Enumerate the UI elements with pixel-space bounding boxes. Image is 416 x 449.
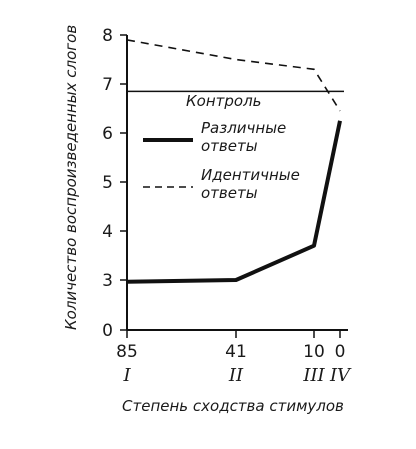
legend-solid-label-1: Различные	[201, 119, 286, 137]
y-tick-label: 3	[102, 271, 113, 291]
legend-dashed-label-2: ответы	[201, 184, 258, 202]
series-identical-line	[126, 39, 341, 112]
y-tick-label: 5	[102, 173, 113, 193]
x-tick-roman: II	[228, 365, 244, 386]
x-tick-roman: III	[302, 365, 325, 386]
legend: Различные ответы Идентичные ответы	[143, 119, 300, 202]
legend-solid-label-2: ответы	[201, 137, 258, 155]
x-ticks: 85 I 41 II 10 III 0 IV	[116, 330, 352, 386]
x-tick-label: 0	[335, 342, 346, 362]
x-tick-label: 85	[116, 342, 138, 362]
x-axis-label: Степень сходства стимулов	[122, 397, 344, 415]
y-tick-label: 8	[102, 26, 113, 46]
series-different-line	[126, 120, 342, 284]
y-tick-label: 6	[102, 124, 113, 144]
y-tick-label: 0	[102, 321, 113, 341]
x-tick-roman: I	[122, 365, 131, 386]
control-label: Контроль	[186, 92, 262, 110]
y-tick-label: 4	[102, 222, 113, 242]
x-tick-label: 41	[225, 342, 247, 362]
y-axis-label: Количество воспроизведенных слогов	[62, 25, 80, 330]
y-ticks: 0 3 4 5 6 7 8	[102, 26, 127, 341]
x-tick-label: 10	[303, 342, 325, 362]
legend-dashed-label-1: Идентичные	[201, 166, 300, 184]
y-tick-label: 7	[102, 75, 113, 95]
x-tick-roman: IV	[329, 365, 352, 386]
